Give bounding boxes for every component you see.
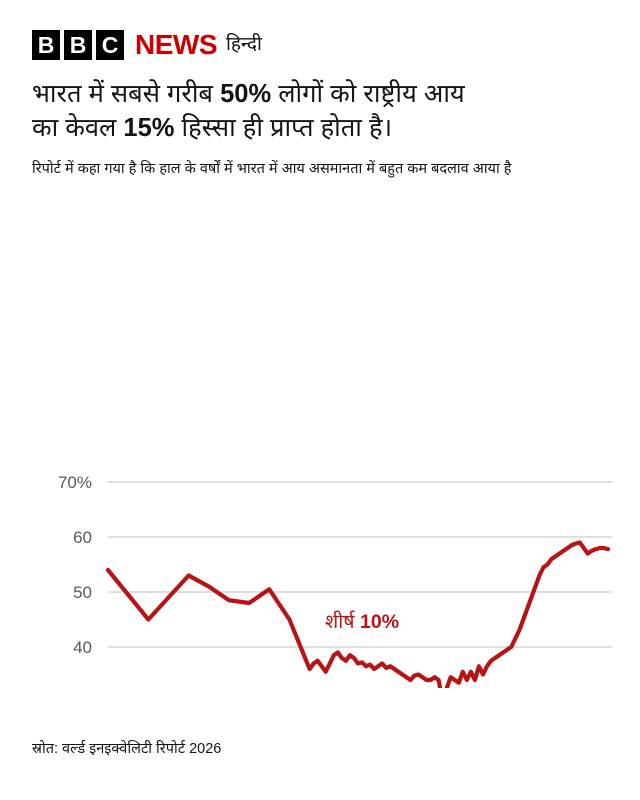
series-annotation-text: शीर्ष: [325, 610, 360, 633]
service-name-hindi: हिन्दी: [226, 34, 262, 55]
chart-y-axis-labels: 010203040506070%: [58, 473, 92, 657]
y-axis-tick-label: 40: [73, 638, 92, 657]
headline-line1-bold: 50%: [220, 80, 272, 108]
chart-series-labels: शीर्ष 10%निचले 50%: [325, 610, 399, 633]
y-axis-tick-label: 60: [73, 528, 92, 547]
y-axis-tick-label: 70%: [58, 473, 92, 492]
headline-line2-post: हिस्सा ही प्राप्त होता है।: [174, 113, 393, 142]
bbc-masthead: B B C NEWS हिन्दी: [32, 0, 608, 62]
news-wordmark: NEWS: [135, 29, 218, 60]
headline-line1-pre: भारत में सबसे गरीब: [32, 80, 221, 108]
line-chart: 010203040506070% 19001920194019601980200…: [58, 473, 612, 688]
page-subtitle: रिपोर्ट में कहा गया है कि हाल के वर्षों …: [32, 161, 512, 178]
headline-line2-pre: का केवल: [32, 113, 124, 142]
series-annotation-value: 10%: [360, 611, 399, 633]
chart-container: 010203040506070% 19001920194019601980200…: [0, 228, 640, 688]
y-axis-tick-label: 50: [73, 583, 92, 602]
bbc-logo: B B C: [32, 30, 124, 60]
series-line-1: [105, 540, 611, 688]
bbc-logo-block-2: B: [64, 30, 92, 60]
headline-line2-bold: 15%: [123, 113, 175, 142]
chart-gridlines: [108, 481, 612, 648]
source-note: स्रोत: वर्ल्ड इनइक्वेलिटी रिपोर्ट 2026: [32, 741, 222, 757]
page-title: भारत में सबसे गरीब 50% लोगों को राष्ट्री…: [32, 78, 608, 145]
bbc-logo-block-1: B: [32, 30, 60, 60]
headline-line1-post: लोगों को राष्ट्रीय आय: [271, 80, 465, 108]
series-annotation-1: शीर्ष 10%: [325, 610, 399, 633]
chart-series-lines: [105, 540, 611, 688]
bbc-logo-block-3: C: [96, 30, 124, 60]
